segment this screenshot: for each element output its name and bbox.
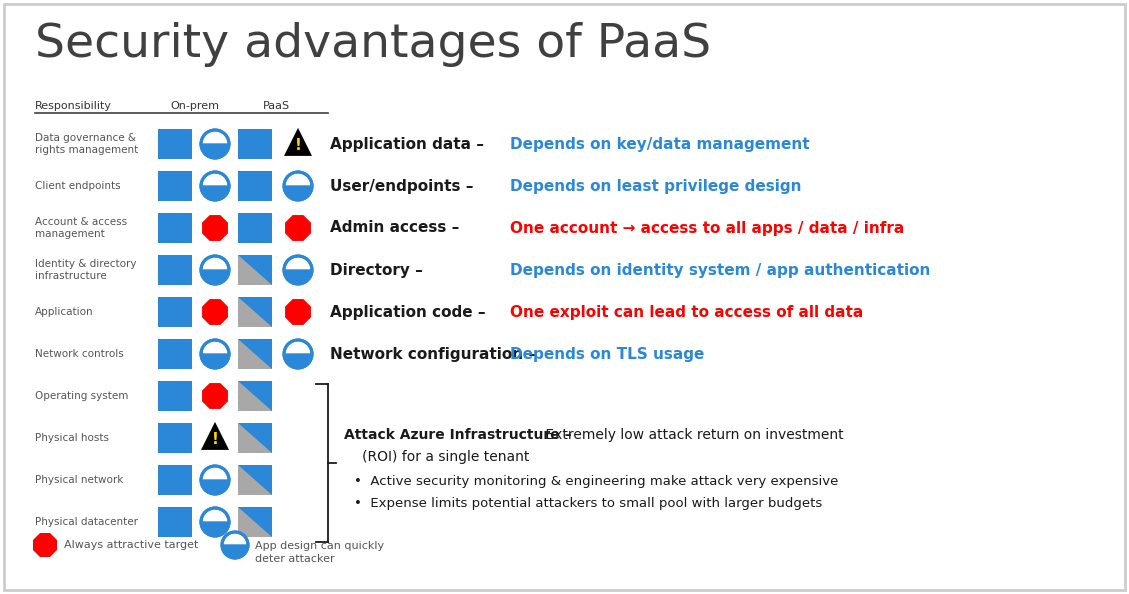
FancyBboxPatch shape (238, 381, 272, 411)
FancyBboxPatch shape (238, 255, 272, 285)
Text: Security advantages of PaaS: Security advantages of PaaS (35, 22, 711, 67)
FancyBboxPatch shape (238, 339, 272, 369)
Polygon shape (33, 533, 56, 557)
Text: App design can quickly
deter attacker: App design can quickly deter attacker (255, 541, 384, 564)
FancyBboxPatch shape (158, 129, 192, 159)
Text: On-prem: On-prem (170, 101, 219, 111)
Polygon shape (285, 270, 312, 284)
Polygon shape (201, 422, 229, 450)
Text: Data governance &
rights management: Data governance & rights management (35, 132, 138, 156)
FancyBboxPatch shape (158, 381, 192, 411)
Text: Attack Azure Infrastructure –: Attack Azure Infrastructure – (344, 428, 571, 442)
Text: Extremely low attack return on investment: Extremely low attack return on investmen… (541, 428, 843, 442)
Text: Depends on key/data management: Depends on key/data management (510, 137, 809, 151)
Text: Application code –: Application code – (330, 305, 485, 320)
Polygon shape (285, 215, 310, 241)
Circle shape (285, 340, 312, 368)
Polygon shape (285, 299, 310, 325)
Text: •  Active security monitoring & engineering make attack very expensive: • Active security monitoring & engineeri… (355, 475, 839, 488)
Polygon shape (201, 354, 229, 368)
Polygon shape (238, 297, 272, 327)
Polygon shape (285, 354, 312, 368)
Text: Physical network: Physical network (35, 475, 123, 485)
Polygon shape (238, 465, 272, 495)
Text: Network controls: Network controls (35, 349, 124, 359)
Polygon shape (238, 339, 272, 369)
FancyBboxPatch shape (238, 213, 272, 243)
FancyBboxPatch shape (158, 171, 192, 201)
Text: Account & access
management: Account & access management (35, 217, 128, 239)
Polygon shape (202, 299, 228, 325)
Circle shape (285, 256, 312, 284)
Polygon shape (285, 128, 312, 156)
Polygon shape (222, 545, 248, 558)
Polygon shape (201, 522, 229, 536)
Polygon shape (238, 423, 272, 453)
FancyBboxPatch shape (158, 255, 192, 285)
FancyBboxPatch shape (238, 129, 272, 159)
Circle shape (201, 256, 229, 284)
Text: Network configuration –: Network configuration – (330, 346, 536, 362)
Text: Directory –: Directory – (330, 263, 423, 277)
Text: Application: Application (35, 307, 94, 317)
FancyBboxPatch shape (238, 297, 272, 327)
Text: Application data –: Application data – (330, 137, 484, 151)
Circle shape (201, 130, 229, 158)
Circle shape (201, 340, 229, 368)
Circle shape (201, 466, 229, 494)
Polygon shape (285, 186, 312, 200)
Polygon shape (238, 255, 272, 285)
Text: Depends on least privilege design: Depends on least privilege design (510, 179, 802, 194)
Text: One account → access to all apps / data / infra: One account → access to all apps / data … (510, 220, 904, 235)
Text: Client endpoints: Client endpoints (35, 181, 121, 191)
Text: Always attractive target: Always attractive target (64, 540, 199, 550)
FancyBboxPatch shape (238, 423, 272, 453)
Text: !: ! (211, 432, 218, 447)
Text: PaaS: PaaS (263, 101, 290, 111)
Polygon shape (202, 383, 228, 409)
Circle shape (201, 172, 229, 200)
Polygon shape (202, 215, 228, 241)
Text: Identity & directory
infrastructure: Identity & directory infrastructure (35, 258, 137, 282)
Text: Depends on identity system / app authentication: Depends on identity system / app authent… (510, 263, 930, 277)
Polygon shape (201, 186, 229, 200)
Circle shape (285, 172, 312, 200)
FancyBboxPatch shape (238, 171, 272, 201)
Text: Physical datacenter: Physical datacenter (35, 517, 138, 527)
Text: One exploit can lead to access of all data: One exploit can lead to access of all da… (510, 305, 864, 320)
Polygon shape (201, 270, 229, 284)
FancyBboxPatch shape (158, 297, 192, 327)
Text: Physical hosts: Physical hosts (35, 433, 110, 443)
Text: Operating system: Operating system (35, 391, 129, 401)
Circle shape (201, 508, 229, 536)
FancyBboxPatch shape (158, 507, 192, 537)
Text: Admin access –: Admin access – (330, 220, 460, 235)
FancyBboxPatch shape (158, 339, 192, 369)
Circle shape (222, 532, 248, 558)
Text: •  Expense limits potential attackers to small pool with larger budgets: • Expense limits potential attackers to … (355, 497, 822, 510)
Text: !: ! (295, 138, 301, 153)
Polygon shape (201, 144, 229, 158)
Polygon shape (238, 507, 272, 537)
FancyBboxPatch shape (158, 423, 192, 453)
Text: Depends on TLS usage: Depends on TLS usage (510, 346, 704, 362)
FancyBboxPatch shape (158, 213, 192, 243)
Text: User/endpoints –: User/endpoints – (330, 179, 473, 194)
Polygon shape (238, 381, 272, 411)
FancyBboxPatch shape (158, 465, 192, 495)
Polygon shape (201, 480, 229, 494)
FancyBboxPatch shape (238, 465, 272, 495)
FancyBboxPatch shape (238, 507, 272, 537)
Text: Responsibility: Responsibility (35, 101, 112, 111)
Text: (ROI) for a single tenant: (ROI) for a single tenant (362, 450, 530, 464)
